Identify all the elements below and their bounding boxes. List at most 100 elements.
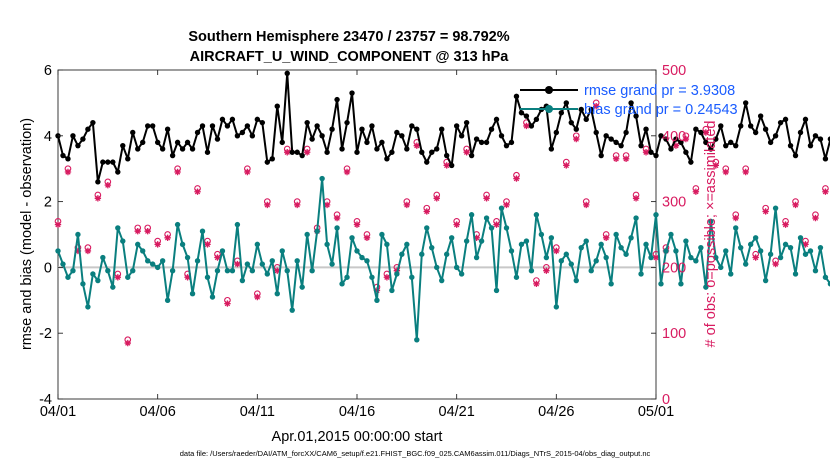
bias-point — [523, 238, 530, 244]
x-tick-label: 04/01 — [40, 404, 76, 420]
bias-point — [115, 225, 121, 231]
rmse-point — [284, 70, 290, 76]
bias-point — [434, 264, 440, 271]
rmse-point — [349, 90, 355, 96]
rmse-point — [229, 116, 236, 123]
rmse-point — [473, 136, 480, 142]
bias-point — [603, 254, 609, 261]
rmse-point — [444, 152, 450, 159]
obs-assimilated-point — [403, 201, 411, 209]
bias-point — [314, 228, 320, 234]
footer-data-file: data file: /Users/raeder/DAI/ATM_forcXX/… — [179, 449, 651, 458]
bias-point — [643, 241, 649, 248]
rmse-point — [463, 119, 470, 126]
rmse-point — [100, 159, 106, 165]
bias-point — [439, 277, 445, 284]
obs-assimilated-point — [303, 149, 311, 156]
bias-point — [777, 254, 784, 261]
rmse-point — [448, 162, 455, 169]
bias-point — [683, 238, 689, 244]
rmse-point — [384, 156, 390, 162]
bias-point — [493, 287, 500, 294]
bias-point — [369, 274, 375, 280]
obs-assimilated-point — [74, 247, 82, 255]
obs-assimilated-point — [652, 254, 660, 261]
y2-tick-label: 400 — [662, 129, 686, 145]
bias-point — [384, 241, 390, 248]
legend-bias-marker — [545, 105, 553, 113]
rmse-point — [359, 126, 365, 132]
obs-assimilated-point — [782, 221, 789, 228]
x-tick-label: 04/26 — [538, 404, 574, 420]
bias-point — [125, 274, 131, 280]
obs-assimilated-point — [94, 195, 102, 202]
rmse-point — [608, 136, 614, 142]
x-tick-label: 05/01 — [638, 404, 674, 420]
bias-point — [513, 274, 520, 280]
bias-point — [179, 241, 186, 248]
obs-assimilated-point — [483, 195, 490, 202]
rmse-point — [75, 142, 81, 149]
obs-assimilated-point — [104, 181, 112, 189]
obs-assimilated-point — [84, 247, 92, 255]
bias-point — [797, 235, 804, 241]
bias-point — [767, 251, 774, 257]
rmse-point — [429, 149, 435, 155]
rmse-point — [618, 142, 624, 149]
obs-assimilated-point — [64, 168, 72, 176]
bias-point — [688, 254, 694, 261]
rmse-point — [638, 142, 644, 149]
rmse-point — [65, 156, 71, 162]
bias-point — [762, 277, 769, 284]
obs-assimilated-point — [343, 168, 351, 176]
bias-point — [399, 251, 405, 257]
obs-assimilated-point — [433, 195, 440, 202]
y-tick-label: 0 — [44, 260, 52, 276]
bias-point — [339, 281, 345, 287]
bias-point — [463, 238, 470, 244]
bias-point — [623, 251, 629, 257]
obs-assimilated-point — [772, 260, 779, 268]
obs-assimilated-point — [174, 168, 181, 176]
bias-point — [319, 175, 325, 182]
obs-assimilated-point — [453, 221, 460, 228]
bias-point — [618, 244, 624, 251]
bias-point — [309, 267, 315, 274]
rmse-point — [164, 126, 171, 132]
rmse-point — [573, 126, 579, 132]
obs-assimilated-point — [563, 162, 570, 169]
rmse-point — [244, 123, 251, 129]
rmse-point — [329, 126, 335, 132]
bias-point — [229, 267, 236, 274]
bias-point — [658, 281, 664, 287]
rmse-point — [239, 129, 246, 136]
rmse-point — [673, 136, 679, 142]
rmse-point — [583, 116, 589, 123]
bias-point — [214, 267, 221, 274]
y2-tick-label: 0 — [662, 392, 670, 408]
rmse-point — [588, 106, 594, 113]
bias-point — [239, 277, 246, 284]
rmse-point — [419, 149, 425, 155]
rmse-point — [404, 146, 410, 152]
obs-assimilated-point — [144, 228, 151, 235]
obs-assimilated-point — [702, 129, 710, 136]
rmse-point — [767, 139, 774, 146]
bias-point — [249, 267, 256, 274]
bias-point — [409, 274, 415, 280]
bias-point — [85, 304, 91, 310]
rmse-point — [553, 129, 560, 136]
bias-point — [359, 254, 365, 261]
obs-assimilated-point — [583, 201, 590, 209]
bias-point — [458, 271, 465, 277]
rmse-point — [115, 169, 121, 175]
rmse-point — [698, 129, 704, 136]
obs-assimilated-point — [622, 155, 630, 163]
bias-point — [264, 271, 270, 277]
bias-point — [733, 225, 739, 231]
rmse-point — [199, 123, 206, 129]
rmse-point — [548, 146, 555, 152]
obs-assimilated-point — [553, 247, 560, 255]
rmse-point — [80, 136, 86, 142]
bias-point — [508, 248, 515, 254]
